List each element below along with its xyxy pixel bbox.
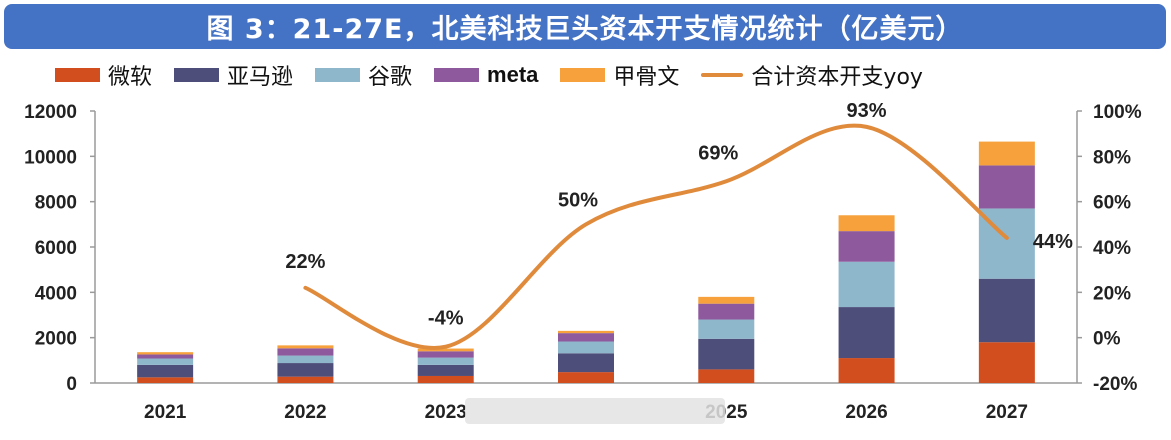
bar-segment-microsoft	[417, 375, 474, 383]
legend-swatch-oracle	[560, 68, 606, 82]
bar-segment-meta	[978, 165, 1035, 209]
legend-label-google: 谷歌	[368, 65, 413, 90]
bar-segment-google	[277, 355, 334, 364]
y-left-tick-label: 6000	[35, 238, 77, 259]
bar-segment-meta	[558, 333, 614, 342]
bar-segment-microsoft	[978, 342, 1035, 383]
y-left-tick-label: 8000	[35, 193, 77, 214]
y-right-tick-label: -20%	[1093, 374, 1137, 395]
bar-segment-oracle	[558, 330, 614, 334]
bar-segment-meta	[137, 354, 194, 359]
x-tick-label: 2027	[986, 402, 1028, 423]
y-right-tick-label: 80%	[1093, 147, 1131, 168]
bar-segment-oracle	[838, 215, 895, 232]
x-tick-label: 2026	[845, 402, 887, 423]
legend-label-meta: meta	[487, 62, 539, 87]
yoy-data-label: 93%	[847, 100, 887, 122]
yoy-data-label: 44%	[1033, 231, 1073, 253]
yoy-data-label: 50%	[558, 189, 598, 211]
legend-label-amazon: 亚马逊	[227, 65, 294, 90]
bar-segment-microsoft	[137, 377, 194, 383]
bar-segment-microsoft	[698, 369, 755, 383]
legend-item-yoy: 合计资本开支yoy	[701, 59, 923, 91]
bar-segment-meta	[277, 348, 334, 356]
legend-swatch-amazon	[174, 68, 220, 82]
y-right-tick-label: 60%	[1093, 193, 1131, 214]
bar-segment-amazon	[698, 338, 755, 370]
legend-swatch-microsoft	[55, 68, 100, 82]
bar-segment-google	[558, 341, 614, 354]
x-tick-label: 2022	[284, 402, 326, 423]
yoy-line	[303, 123, 1009, 350]
chart-title-bar: 图 3：21-27E，北美科技巨头资本开支情况统计（亿美元）	[4, 4, 1166, 49]
y-right-tick-label: 40%	[1093, 238, 1131, 259]
bar-segment-google	[417, 357, 474, 365]
x-tick-label: 2023	[425, 402, 467, 423]
bar-segment-amazon	[978, 278, 1035, 343]
bar-segment-microsoft	[838, 358, 895, 383]
y-right-tick-label: 100%	[1093, 102, 1142, 123]
bar-segment-oracle	[978, 141, 1035, 166]
bar-segment-meta	[698, 303, 755, 320]
yoy-data-label: 69%	[698, 142, 738, 164]
legend-item-meta: meta	[434, 62, 538, 88]
yoy-data-label: 22%	[285, 251, 325, 273]
bar-segment-oracle	[137, 352, 194, 355]
bar-segment-meta	[417, 351, 474, 358]
bar-segment-microsoft	[277, 376, 334, 383]
legend-item-microsoft: 微软	[55, 59, 152, 91]
legend-swatch-meta	[434, 68, 480, 82]
legend-label-microsoft: 微软	[108, 65, 153, 90]
y-left-tick-label: 4000	[35, 283, 77, 304]
bar-segment-amazon	[277, 363, 334, 377]
y-left-tick-label: 10000	[24, 147, 77, 168]
y-left-tick-label: 0	[66, 374, 77, 395]
legend-label-oracle: 甲骨文	[613, 65, 680, 90]
y-right-tick-label: 20%	[1093, 283, 1131, 304]
legend-swatch-yoy	[701, 73, 744, 77]
bar-segment-oracle	[417, 348, 474, 352]
legend-item-google: 谷歌	[315, 59, 412, 91]
y-left-tick-label: 12000	[24, 102, 77, 123]
legend-item-oracle: 甲骨文	[560, 59, 679, 91]
bar-segment-amazon	[558, 353, 614, 373]
yoy-data-label: -4%	[428, 308, 464, 330]
bar-segment-google	[698, 319, 755, 339]
legend-label-yoy: 合计资本开支yoy	[751, 65, 923, 90]
legend-swatch-google	[315, 68, 361, 82]
y-left-tick-label: 2000	[35, 329, 77, 350]
y-right-tick-label: 0%	[1093, 329, 1121, 350]
bar-segment-meta	[838, 231, 895, 262]
legend-item-amazon: 亚马逊	[174, 59, 293, 91]
chart-title: 图 3：21-27E，北美科技巨头资本开支情况统计（亿美元）	[206, 14, 964, 45]
bar-segment-microsoft	[558, 372, 614, 383]
bar-segment-oracle	[698, 296, 755, 304]
bar-segment-google	[838, 261, 895, 308]
watermark-overlay	[465, 398, 725, 424]
bar-segment-amazon	[417, 364, 474, 376]
legend: 微软 亚马逊 谷歌 meta 甲骨文 合计资本开支yoy	[55, 60, 923, 90]
bar-segment-google	[137, 358, 194, 365]
bar-segment-oracle	[277, 345, 334, 349]
bar-segment-amazon	[137, 364, 194, 378]
bar-segment-amazon	[838, 307, 895, 359]
x-tick-label: 2021	[144, 402, 187, 423]
